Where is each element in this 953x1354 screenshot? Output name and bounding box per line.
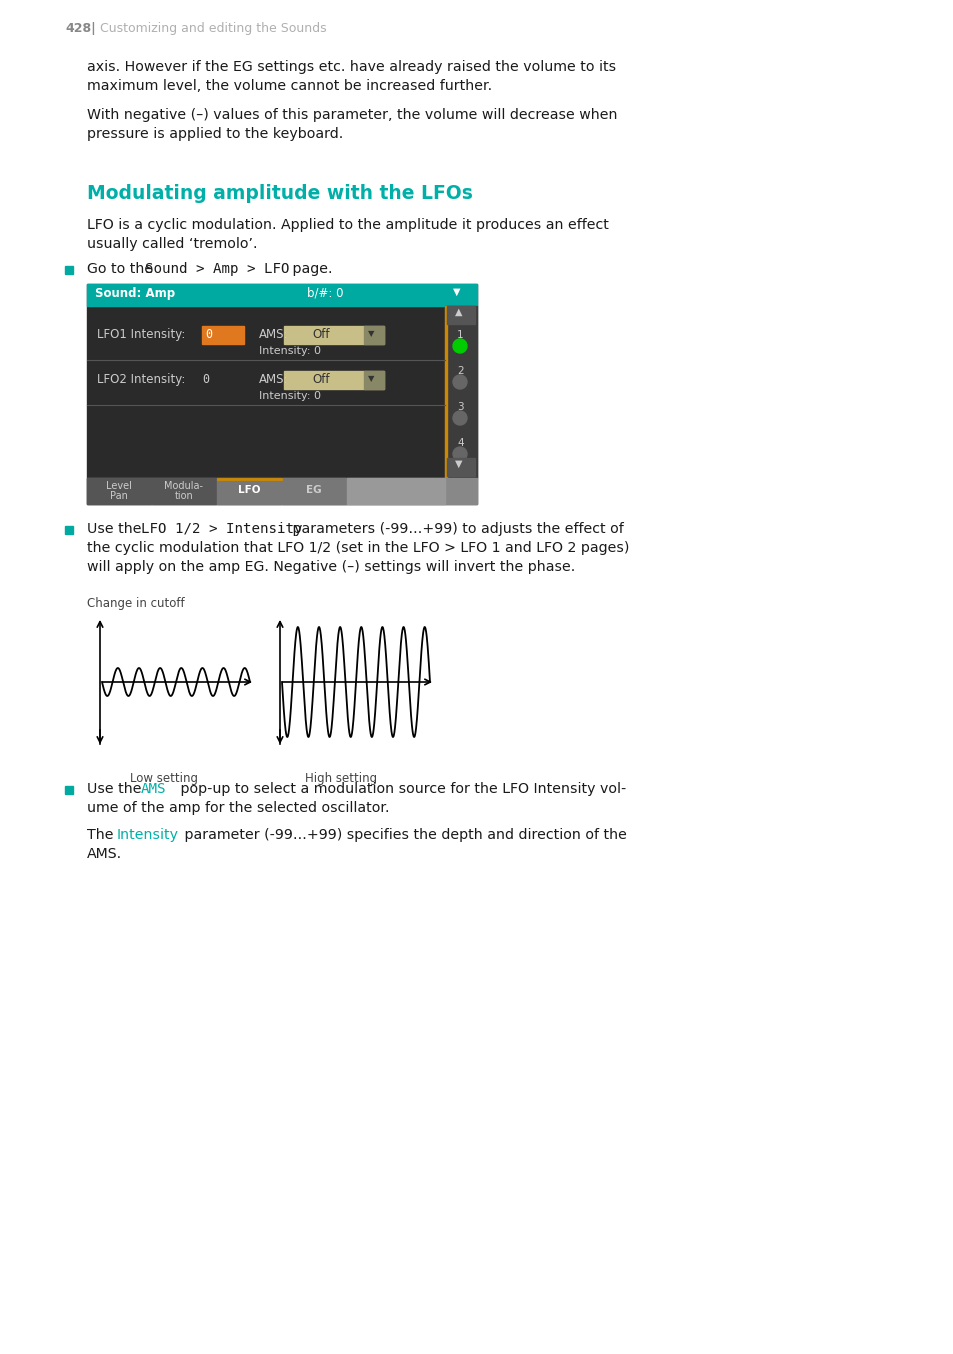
Circle shape: [453, 412, 467, 425]
Text: will apply on the amp EG. Negative (–) settings will invert the phase.: will apply on the amp EG. Negative (–) s…: [87, 561, 575, 574]
Text: Use the: Use the: [87, 523, 146, 536]
Text: ▼: ▼: [368, 329, 375, 338]
Text: Sound: Amp: Sound: Amp: [95, 287, 175, 301]
Bar: [444, 284, 476, 306]
Text: EG: EG: [306, 485, 321, 496]
Text: b/#: 0: b/#: 0: [307, 287, 343, 301]
Text: AMS:: AMS:: [258, 372, 288, 386]
Bar: [444, 306, 476, 478]
Bar: [347, 478, 444, 504]
Text: axis. However if the EG settings etc. have already raised the volume to its: axis. However if the EG settings etc. ha…: [87, 60, 616, 74]
Text: Off: Off: [312, 328, 329, 341]
Text: ume of the amp for the selected oscillator.: ume of the amp for the selected oscillat…: [87, 802, 389, 815]
Circle shape: [453, 447, 467, 460]
Text: parameters (-99…+99) to adjusts the effect of: parameters (-99…+99) to adjusts the effe…: [288, 523, 623, 536]
Text: 0: 0: [205, 328, 212, 341]
Bar: [284, 326, 384, 344]
Bar: [282, 478, 346, 504]
Text: ▼: ▼: [368, 374, 375, 383]
Bar: [202, 326, 244, 344]
Text: 3: 3: [456, 402, 463, 412]
Text: Intensity: Intensity: [117, 829, 179, 842]
Text: the cyclic modulation that LFO 1/2 (set in the LFO > LFO 1 and LFO 2 pages): the cyclic modulation that LFO 1/2 (set …: [87, 542, 629, 555]
Text: AMS:: AMS:: [258, 328, 288, 341]
Bar: [216, 478, 281, 504]
Text: LFO is a cyclic modulation. Applied to the amplitude it produces an effect: LFO is a cyclic modulation. Applied to t…: [87, 218, 608, 232]
Circle shape: [453, 338, 467, 353]
Text: parameter (-99…+99) specifies the depth and direction of the: parameter (-99…+99) specifies the depth …: [180, 829, 626, 842]
Text: 0: 0: [202, 372, 209, 386]
Bar: [87, 284, 444, 306]
Text: Intensity: 0: Intensity: 0: [258, 347, 320, 356]
Text: LFO 1/2 > Intensity: LFO 1/2 > Intensity: [141, 523, 302, 536]
Bar: [65, 787, 73, 793]
Text: Customizing and editing the Sounds: Customizing and editing the Sounds: [100, 22, 326, 35]
Text: pressure is applied to the keyboard.: pressure is applied to the keyboard.: [87, 127, 343, 141]
Bar: [87, 478, 151, 504]
Text: Go to the: Go to the: [87, 263, 157, 276]
Text: 4: 4: [456, 437, 463, 448]
Text: Level: Level: [106, 481, 132, 492]
Bar: [447, 306, 475, 324]
Text: ▼: ▼: [455, 459, 462, 468]
Text: 2: 2: [456, 366, 463, 376]
Text: ▲: ▲: [455, 307, 462, 317]
Text: With negative (–) values of this parameter, the volume will decrease when: With negative (–) values of this paramet…: [87, 108, 617, 122]
Text: Off: Off: [312, 372, 329, 386]
Bar: [284, 371, 384, 389]
Text: tion: tion: [174, 492, 193, 501]
Bar: [87, 478, 477, 504]
Bar: [87, 284, 477, 504]
Text: LFO2 Intensity:: LFO2 Intensity:: [97, 372, 185, 386]
Text: Change in cutoff: Change in cutoff: [87, 597, 185, 611]
Text: Modula-: Modula-: [164, 481, 203, 492]
Bar: [444, 306, 447, 478]
Text: usually called ‘tremolo’.: usually called ‘tremolo’.: [87, 237, 257, 250]
Text: ▼: ▼: [453, 287, 460, 297]
Text: 428|: 428|: [65, 22, 95, 35]
Bar: [364, 326, 384, 344]
Text: Use the: Use the: [87, 783, 146, 796]
Text: Low setting: Low setting: [130, 772, 198, 785]
Circle shape: [453, 375, 467, 389]
Bar: [364, 371, 384, 389]
Text: High setting: High setting: [305, 772, 376, 785]
Text: The: The: [87, 829, 118, 842]
Bar: [65, 525, 73, 533]
Text: LFO1 Intensity:: LFO1 Intensity:: [97, 328, 185, 341]
Text: page.: page.: [288, 263, 333, 276]
Text: Modulating amplitude with the LFOs: Modulating amplitude with the LFOs: [87, 184, 473, 203]
Bar: [447, 458, 475, 477]
Text: AMS.: AMS.: [87, 848, 122, 861]
Text: pop-up to select a modulation source for the LFO Intensity vol-: pop-up to select a modulation source for…: [175, 783, 625, 796]
Bar: [152, 478, 215, 504]
Text: maximum level, the volume cannot be increased further.: maximum level, the volume cannot be incr…: [87, 79, 492, 93]
Bar: [65, 265, 73, 274]
Text: AMS: AMS: [141, 783, 167, 796]
Text: LFO: LFO: [237, 485, 260, 496]
Text: Intensity: 0: Intensity: 0: [258, 391, 320, 401]
Text: 1: 1: [456, 330, 463, 340]
Text: Pan: Pan: [110, 492, 128, 501]
Text: Sound > Amp > LFO: Sound > Amp > LFO: [145, 263, 289, 276]
